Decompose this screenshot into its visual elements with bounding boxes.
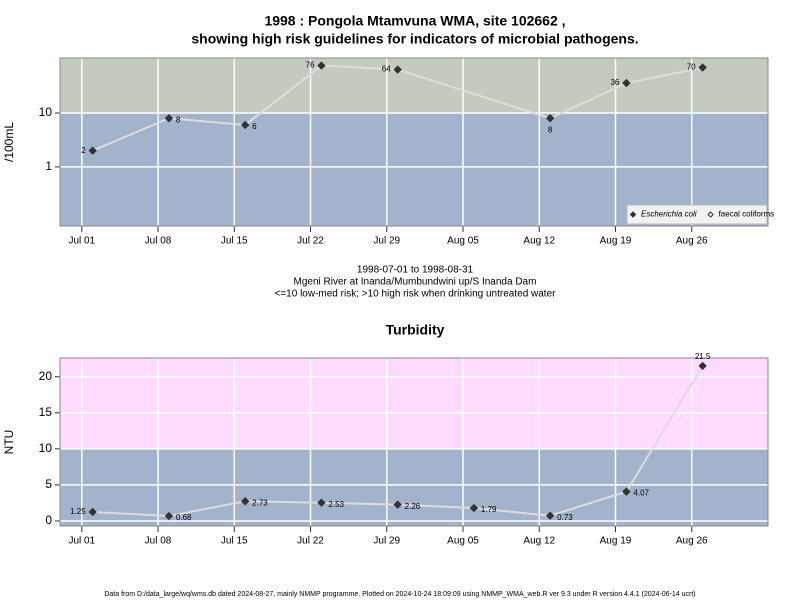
- x-tick-label: Jul 22: [297, 236, 324, 247]
- data-label: 76: [306, 61, 315, 70]
- data-label: 36: [610, 78, 619, 87]
- x-tick-label: Jul 08: [145, 536, 172, 547]
- risk-band-high: [60, 358, 768, 449]
- legend-box: [626, 204, 768, 225]
- data-point: [622, 78, 631, 88]
- data-point: [164, 114, 174, 123]
- x-tick-label: Aug 12: [523, 536, 555, 547]
- chart-title: 1998 : Pongola Mtamvuna WMA, site 102662…: [264, 13, 565, 29]
- data-point: [393, 500, 402, 509]
- data-point: [545, 511, 555, 520]
- legend-marker: [629, 211, 637, 218]
- x-tick-label: Jul 15: [221, 536, 248, 547]
- chart-title: Turbidity: [386, 322, 445, 338]
- x-tick-label: Jul 15: [221, 236, 248, 247]
- data-point: [469, 503, 479, 513]
- caption: <=10 low-med risk; >10 high risk when dr…: [275, 289, 557, 300]
- data-point: [88, 507, 97, 517]
- data-label: 0.73: [557, 513, 573, 522]
- data-label: 64: [382, 65, 391, 74]
- x-tick-label: Aug 05: [447, 536, 479, 547]
- x-tick-label: Aug 12: [523, 236, 555, 247]
- x-tick-label: Jul 29: [373, 536, 400, 547]
- plot-frame: [59, 57, 769, 227]
- data-point: [393, 65, 402, 74]
- series-line: [92, 64, 703, 152]
- y-axis-label: NTU: [2, 430, 16, 455]
- data-point: [317, 498, 326, 507]
- data-label: 2: [81, 146, 86, 155]
- y-tick-label: 20: [39, 369, 53, 383]
- x-tick-label: Jul 01: [68, 536, 95, 547]
- y-tick-label: 0: [45, 513, 52, 527]
- y-tick-label: 5: [45, 477, 52, 491]
- risk-band-low: [60, 448, 768, 526]
- y-axis-label: /100mL: [2, 122, 16, 162]
- legend-label: Escherichia coli: [641, 210, 697, 219]
- data-point: [698, 361, 707, 371]
- x-tick-label: Jul 22: [297, 536, 324, 547]
- y-tick-label: 10: [39, 441, 53, 455]
- y-tick-label: 15: [39, 405, 53, 419]
- data-label: 0.68: [176, 513, 192, 522]
- data-label: 1.25: [70, 507, 86, 516]
- data-label: 70: [687, 63, 696, 72]
- plot-frame: [59, 357, 769, 527]
- data-label: 2.53: [328, 500, 344, 509]
- data-point: [698, 63, 707, 72]
- y-tick-label: 1: [45, 159, 52, 173]
- data-point: [240, 120, 250, 130]
- x-tick-label: Jul 29: [373, 236, 400, 247]
- data-label: 8: [548, 125, 553, 134]
- x-tick-label: Aug 26: [676, 236, 708, 247]
- legend: Escherichia coli faecal coliforms: [626, 204, 775, 225]
- data-point: [88, 146, 97, 155]
- data-label: 2.73: [252, 498, 268, 507]
- chart-title: showing high risk guidelines for indicat…: [191, 31, 638, 47]
- data-point: [240, 497, 250, 506]
- legend-marker: [707, 211, 714, 218]
- caption: Mgeni River at Inanda/Mumbundwini up/S I…: [294, 277, 537, 288]
- data-point: [317, 61, 326, 70]
- data-point: [545, 114, 555, 123]
- x-tick-label: Jul 08: [145, 236, 172, 247]
- data-label: 1.79: [481, 505, 497, 514]
- x-tick-label: Aug 05: [447, 236, 479, 247]
- caption: 1998-07-01 to 1998-08-31: [357, 265, 474, 276]
- data-label: 2.26: [405, 502, 421, 511]
- x-tick-label: Aug 19: [600, 536, 632, 547]
- x-tick-label: Aug 26: [676, 536, 708, 547]
- data-label: 4.07: [633, 489, 649, 498]
- x-tick-label: Aug 19: [600, 236, 632, 247]
- y-tick-label: 10: [39, 105, 53, 119]
- data-label: 8: [176, 115, 181, 124]
- data-point: [622, 487, 631, 496]
- risk-band-high: [60, 58, 768, 114]
- x-tick-label: Jul 01: [68, 236, 95, 247]
- footer: Data from D:/data_large/wq/wms.db dated …: [104, 591, 695, 598]
- data-label: 21.5: [695, 352, 711, 361]
- data-label: 6: [252, 122, 257, 131]
- legend-label: faecal coliforms: [719, 210, 775, 219]
- data-point: [164, 511, 174, 521]
